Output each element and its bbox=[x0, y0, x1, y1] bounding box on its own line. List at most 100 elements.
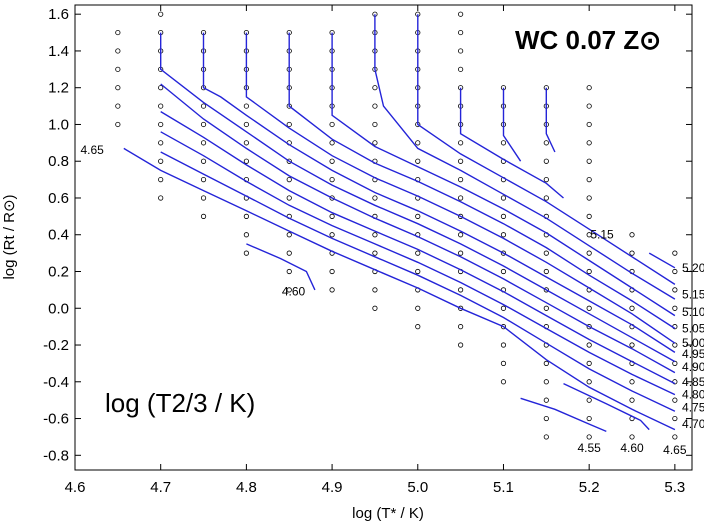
grid-point bbox=[115, 66, 121, 72]
x-tick-label: 5.1 bbox=[493, 479, 514, 496]
y-tick-label: 1.4 bbox=[48, 43, 69, 60]
grid-point bbox=[500, 232, 507, 238]
grid-point bbox=[629, 379, 635, 385]
grid-point bbox=[458, 342, 464, 348]
model-grid-points bbox=[115, 11, 678, 440]
grid-point bbox=[372, 121, 378, 128]
grid-point bbox=[200, 195, 207, 201]
grid-point bbox=[243, 103, 249, 109]
grid-point bbox=[586, 379, 592, 385]
grid-point bbox=[586, 268, 592, 275]
y-tick-label: 1.0 bbox=[48, 116, 69, 133]
grid-point bbox=[543, 305, 549, 311]
x-tick-label: 5.3 bbox=[664, 479, 685, 496]
contour-line bbox=[374, 14, 676, 300]
grid-point bbox=[672, 305, 678, 311]
grid-point bbox=[586, 195, 592, 201]
y-tick-label: 0.0 bbox=[48, 300, 69, 317]
grid-point bbox=[329, 287, 335, 293]
contour-line bbox=[160, 83, 676, 374]
grid-point bbox=[543, 140, 549, 146]
grid-point bbox=[115, 121, 121, 128]
contour-label: 4.90 bbox=[682, 360, 704, 374]
grid-point bbox=[243, 250, 249, 256]
contour-line bbox=[648, 252, 676, 269]
grid-point bbox=[500, 305, 507, 311]
grid-point bbox=[500, 195, 507, 201]
grid-point bbox=[458, 29, 464, 36]
grid-point bbox=[200, 177, 207, 183]
y-tick-label: 1.2 bbox=[48, 80, 69, 97]
contour-line bbox=[563, 382, 650, 431]
contour-labels: 4.65 4.60 5.15 5.20 5.15 5.10 5.055.004.954.90… bbox=[80, 143, 704, 457]
contour-line bbox=[331, 32, 676, 317]
grid-point bbox=[586, 305, 592, 311]
grid-point bbox=[672, 342, 678, 348]
grid-point bbox=[200, 140, 207, 146]
grid-point bbox=[372, 103, 378, 109]
contour-label: 4.60 bbox=[620, 441, 644, 455]
contour-label: 4.85 bbox=[682, 375, 704, 389]
contour-line bbox=[202, 32, 676, 353]
grid-point bbox=[458, 66, 464, 72]
contour-label: 4.65 bbox=[663, 443, 687, 457]
grid-point bbox=[372, 85, 378, 91]
grid-point bbox=[543, 268, 549, 275]
grid-point bbox=[115, 29, 121, 36]
grid-point bbox=[415, 140, 421, 146]
grid-point bbox=[286, 121, 292, 128]
grid-point bbox=[115, 103, 121, 109]
grid-point bbox=[500, 140, 507, 146]
grid-point bbox=[158, 158, 164, 164]
grid-point bbox=[329, 158, 335, 164]
grid-point bbox=[243, 121, 249, 128]
grid-point bbox=[158, 121, 164, 128]
contour-line bbox=[245, 32, 676, 344]
grid-point bbox=[672, 268, 678, 275]
grid-point bbox=[286, 268, 292, 275]
contour-label: 4.95 bbox=[682, 347, 704, 361]
grid-point bbox=[543, 397, 549, 403]
contour-label: 5.00 bbox=[682, 336, 704, 350]
grid-point bbox=[329, 140, 335, 146]
y-tick-label: 0.8 bbox=[48, 153, 69, 170]
x-tick-label: 4.8 bbox=[236, 479, 257, 496]
grid-point bbox=[629, 250, 635, 256]
grid-point bbox=[286, 232, 292, 238]
x-tick-label: 4.7 bbox=[150, 479, 171, 496]
y-tick-label: 1.6 bbox=[48, 6, 69, 23]
grid-point bbox=[158, 195, 164, 201]
grid-point bbox=[200, 213, 207, 219]
grid-point bbox=[115, 48, 121, 54]
grid-point bbox=[200, 103, 207, 109]
grid-point bbox=[458, 324, 464, 330]
grid-point bbox=[329, 177, 335, 183]
contour-line bbox=[459, 87, 564, 199]
grid-point bbox=[586, 158, 592, 164]
contour-line bbox=[246, 243, 316, 291]
x-tick-labels: 4.6 4.7 4.8 4.9 5.0 5.1 5.2 5.3 bbox=[65, 479, 686, 496]
grid-point bbox=[672, 360, 678, 366]
grid-point bbox=[158, 85, 164, 91]
y-tick-label: -0.8 bbox=[43, 447, 69, 464]
grid-point bbox=[415, 158, 421, 164]
grid-point bbox=[415, 250, 421, 256]
grid-point bbox=[586, 177, 592, 183]
grid-point bbox=[629, 397, 635, 403]
grid-point bbox=[115, 85, 121, 91]
grid-point bbox=[243, 232, 249, 238]
grid-point bbox=[286, 177, 292, 183]
grid-point bbox=[500, 342, 507, 348]
grid-point bbox=[158, 11, 164, 17]
grid-point bbox=[329, 268, 335, 275]
grid-point bbox=[586, 103, 592, 109]
grid-point bbox=[286, 195, 292, 201]
grid-point bbox=[543, 195, 549, 201]
grid-point bbox=[586, 140, 592, 146]
grid-point bbox=[286, 250, 292, 256]
grid-point bbox=[586, 415, 592, 422]
contour-label: 5.20 bbox=[682, 261, 704, 275]
grid-point bbox=[372, 305, 378, 311]
grid-point bbox=[543, 250, 549, 256]
